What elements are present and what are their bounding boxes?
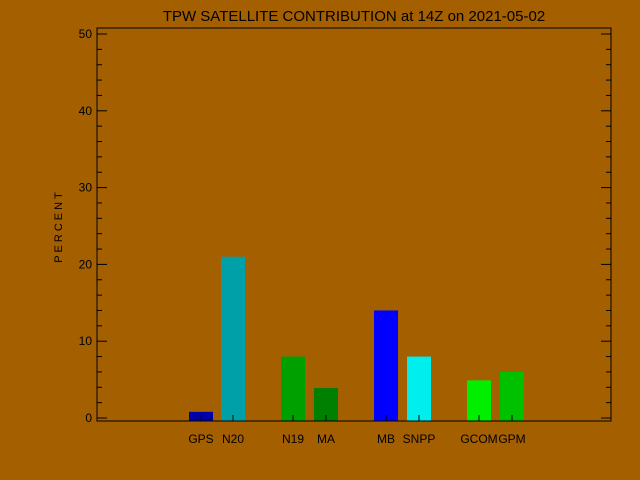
y-tick-label: 40	[79, 104, 93, 118]
y-axis-label: PERCENT	[53, 189, 65, 263]
bar-n19	[281, 356, 305, 421]
bar-mb	[374, 310, 398, 421]
bars	[189, 256, 524, 421]
x-tick-label: N20	[222, 432, 244, 446]
x-tick-label: GCOM	[460, 432, 497, 446]
y-tick-label: 50	[79, 27, 93, 41]
x-tick-labels: GPS N20 N19 MA MB SNPP GCOM GPM	[188, 432, 525, 446]
bar-snpp	[407, 356, 431, 421]
bar-gpm	[500, 371, 524, 421]
x-tick-label: GPM	[498, 432, 525, 446]
y-tick-label: 20	[79, 257, 93, 271]
y-tick-label: 10	[79, 334, 93, 348]
x-tick-label: GPS	[188, 432, 213, 446]
x-tick-label: N19	[282, 432, 304, 446]
chart-title: TPW SATELLITE CONTRIBUTION at 14Z on 202…	[163, 8, 545, 25]
y-axis: 0 10 20 30 40 50	[79, 27, 611, 425]
y-tick-label: 30	[79, 181, 93, 195]
bar-gcom	[467, 380, 491, 421]
x-tick-label: MA	[317, 432, 335, 446]
x-tick-label: MB	[377, 432, 395, 446]
x-tick-label: SNPP	[403, 432, 436, 446]
y-tick-label: 0	[85, 411, 92, 425]
plot-frame	[96, 27, 612, 422]
bar-n20	[221, 256, 245, 421]
